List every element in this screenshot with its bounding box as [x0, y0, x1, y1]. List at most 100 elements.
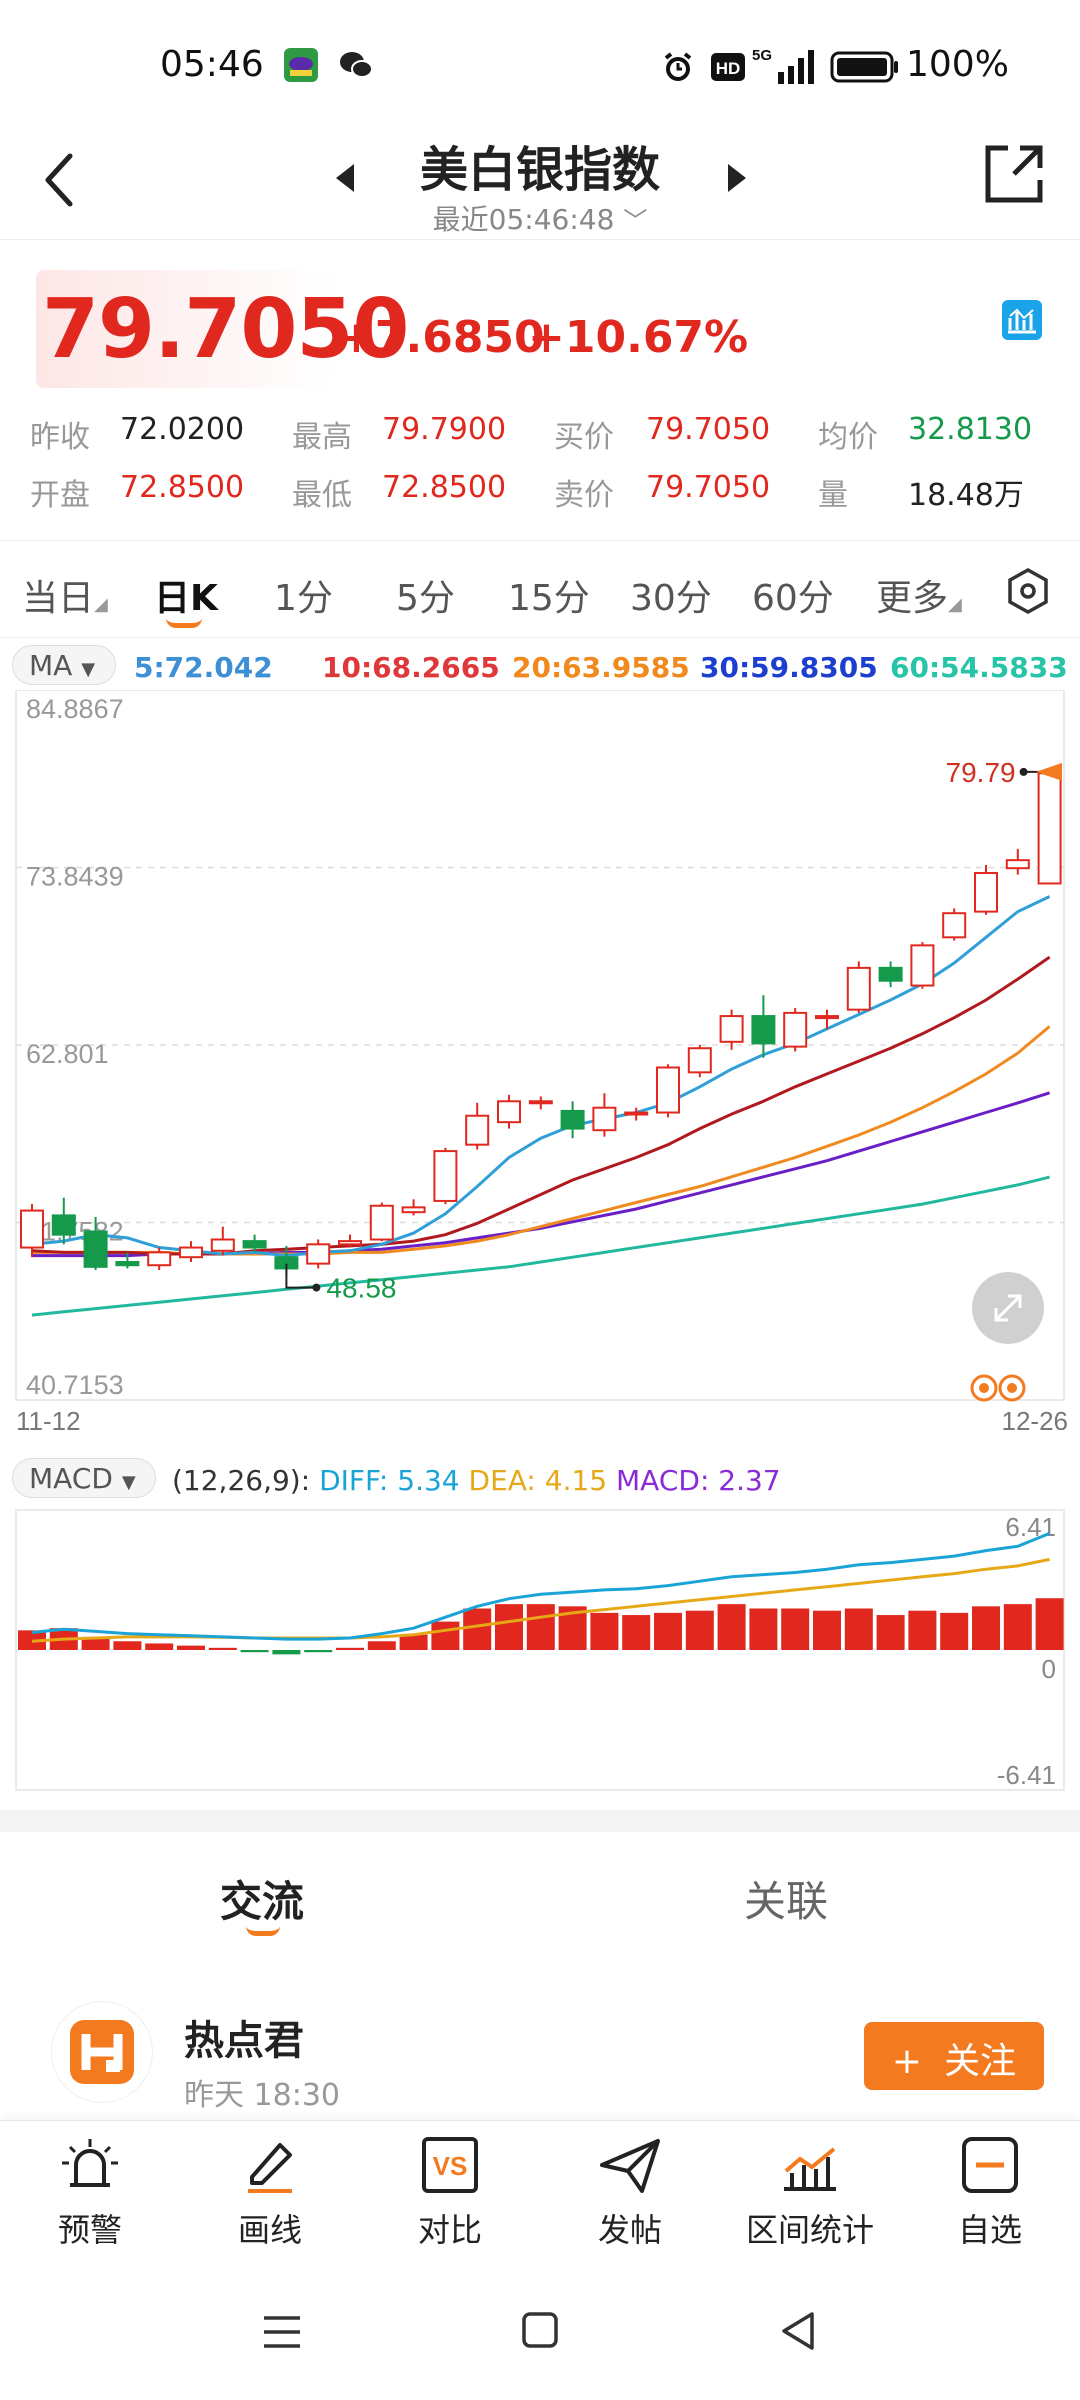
macd-bar [526, 1604, 555, 1650]
tab-30min[interactable]: 30分 [630, 578, 712, 619]
candle-body [656, 1066, 680, 1114]
indicator-selector[interactable]: MACD ▼ [12, 1458, 156, 1498]
macd-bar [304, 1650, 333, 1653]
price-change-pct: +10.67% [528, 312, 749, 363]
home-icon[interactable] [520, 2310, 560, 2350]
macd-chart[interactable]: 6.41 0 -6.41 [0, 1500, 1080, 1800]
active-tab-indicator [166, 618, 202, 628]
macd-bar [431, 1621, 460, 1650]
candle [687, 1045, 712, 1078]
tab-intraday[interactable]: 当日◢ [22, 578, 108, 619]
watchlist-button[interactable]: 自选 [910, 2135, 1070, 2251]
chart-report-icon[interactable] [1002, 300, 1042, 340]
candle-body [687, 1047, 712, 1074]
section-divider [0, 1810, 1080, 1832]
macd-params: (12,26,9): [172, 1464, 311, 1497]
alarm-icon [62, 2139, 118, 2187]
macd-bar [908, 1610, 937, 1650]
quote-label: 最高 [292, 420, 352, 455]
quote-value: 79.7050 [646, 470, 771, 505]
settings-hexagon-icon[interactable] [1006, 567, 1050, 615]
tab-1min[interactable]: 1分 [274, 578, 333, 619]
system-nav-bar [0, 2270, 1080, 2400]
candle-body [846, 966, 871, 1011]
candle-body [338, 1240, 362, 1246]
candle-body [433, 1150, 458, 1202]
ma20-value: 20:63.9585 [512, 651, 690, 684]
candle [560, 1101, 585, 1139]
kline-chart[interactable]: 84.886773.843962.80151.758240.715311-121… [0, 690, 1080, 1430]
price-highlight [36, 270, 336, 388]
dropdown-corner-icon: ◢ [948, 594, 962, 615]
tab-discussion[interactable]: 交流 [220, 1877, 305, 1926]
macd-bar [972, 1606, 1000, 1650]
tab-5min[interactable]: 5分 [396, 578, 455, 619]
quote-value: 72.0200 [120, 412, 245, 447]
candle [592, 1093, 617, 1137]
candle-body [179, 1246, 203, 1259]
tab-15min[interactable]: 15分 [508, 578, 590, 619]
plus-icon: + [891, 2041, 923, 2082]
macd-bar [463, 1608, 492, 1650]
quote-value: 79.7050 [646, 412, 771, 447]
candle [751, 995, 776, 1058]
page-title: 美白银指数 [419, 142, 660, 198]
update-time[interactable]: 最近05:46:48 ﹀ [432, 203, 648, 236]
candle [846, 961, 871, 1013]
send-icon [600, 2139, 660, 2193]
ma-line-ma30 [32, 1091, 1051, 1258]
macd-bar [208, 1647, 237, 1650]
author-name[interactable]: 热点君 [184, 2018, 304, 2064]
y-tick-label: 40.7153 [26, 1370, 124, 1400]
fullscreen-icon[interactable] [972, 1272, 1044, 1344]
draw-line-button[interactable]: 画线 [190, 2135, 350, 2251]
macd-bar [717, 1604, 746, 1650]
avatar[interactable] [52, 2002, 152, 2102]
back-arrow-icon[interactable] [40, 150, 80, 210]
header: 美白银指数 最近05:46:48 ﹀ [0, 120, 1080, 240]
ma-selector[interactable]: MA ▼ [12, 645, 116, 685]
macd-bar [622, 1615, 651, 1650]
candle-body [624, 1111, 649, 1116]
vs-icon: VS [422, 2137, 478, 2193]
tab-related[interactable]: 关联 [744, 1877, 829, 1926]
tab-60min[interactable]: 60分 [752, 578, 834, 619]
alert-button[interactable]: 预警 [10, 2135, 170, 2251]
battery-percentage: 100% [906, 44, 1009, 85]
prev-symbol-icon[interactable] [334, 162, 358, 194]
active-tab-indicator [246, 1926, 280, 1936]
macd-tick-label: 6.41 [1005, 1512, 1056, 1542]
low-marker-label: 48.58 [326, 1273, 396, 1304]
next-symbol-icon[interactable] [724, 162, 748, 194]
macd-bar [876, 1615, 905, 1650]
post-button[interactable]: 发帖 [550, 2135, 710, 2251]
candle-body [560, 1109, 585, 1130]
candle [115, 1252, 140, 1269]
candle-body [528, 1100, 553, 1105]
low-marker-line [285, 1263, 317, 1289]
quote-value: 72.8500 [382, 470, 507, 505]
tab-daily-k[interactable]: 日K [154, 578, 218, 619]
status-time: 05:46 [160, 44, 264, 85]
x-end-label: 12-26 [1002, 1406, 1069, 1430]
chevron-down-icon: ﹀ [623, 207, 648, 235]
candle [210, 1226, 235, 1256]
alarm-clock-icon [664, 52, 692, 81]
compare-button[interactable]: VS 对比 [370, 2135, 530, 2251]
dropdown-corner-icon: ◢ [94, 594, 108, 615]
current-price-pointer [1036, 762, 1062, 781]
menu-icon[interactable] [262, 2312, 302, 2352]
quote-label: 昨收 [30, 420, 90, 455]
candle [624, 1107, 649, 1121]
candle [878, 961, 903, 988]
share-icon[interactable] [980, 142, 1046, 208]
macd-frame [15, 1509, 1065, 1791]
back-icon[interactable] [778, 2310, 818, 2352]
range-stats-button[interactable]: 区间统计 [730, 2135, 890, 2251]
follow-button[interactable]: + 关注 [864, 2022, 1044, 2090]
candle [179, 1241, 203, 1263]
candle [433, 1147, 458, 1205]
macd-bar [399, 1634, 428, 1650]
tab-more[interactable]: 更多◢ [876, 578, 962, 619]
macd-diff: DIFF: 5.34 [319, 1464, 460, 1497]
